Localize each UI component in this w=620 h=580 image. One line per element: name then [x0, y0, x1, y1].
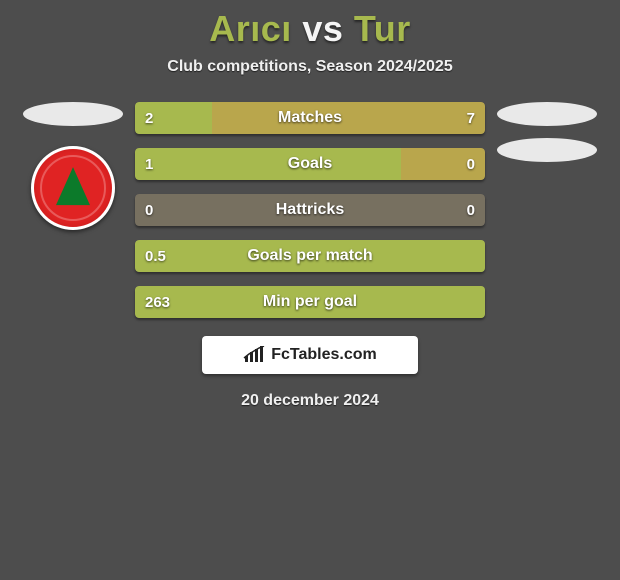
stat-fill-right	[212, 102, 485, 134]
stat-value-left: 263	[135, 286, 180, 318]
title-vs: vs	[302, 8, 343, 49]
left-player-photo	[23, 102, 123, 126]
comparison-grid: 27Matches10Goals00Hattricks0.5Goals per …	[0, 102, 620, 318]
stat-row: 27Matches	[135, 102, 485, 134]
date-text: 20 december 2024	[0, 392, 620, 410]
stat-value-right: 0	[457, 194, 485, 226]
stat-value-right	[465, 240, 485, 272]
right-player-col	[497, 102, 597, 318]
stat-value-right	[465, 286, 485, 318]
stat-row: 0.5Goals per match	[135, 240, 485, 272]
page-title: Arıcı vs Tur	[0, 0, 620, 50]
stat-row: 10Goals	[135, 148, 485, 180]
stat-value-left: 2	[135, 102, 163, 134]
bar-chart-icon	[243, 346, 265, 364]
subtitle: Club competitions, Season 2024/2025	[0, 58, 620, 76]
stat-value-left: 0.5	[135, 240, 176, 272]
title-player-left: Arıcı	[209, 8, 292, 49]
stat-fill-left	[135, 240, 485, 272]
stat-value-right: 7	[457, 102, 485, 134]
stat-value-left: 0	[135, 194, 163, 226]
stat-track	[135, 194, 485, 226]
right-club-badge-placeholder	[497, 138, 597, 162]
stat-value-left: 1	[135, 148, 163, 180]
stat-fill-left	[135, 286, 485, 318]
left-player-col	[23, 102, 123, 318]
watermark-text: FcTables.com	[271, 346, 377, 364]
stat-value-right: 0	[457, 148, 485, 180]
watermark: FcTables.com	[202, 336, 418, 374]
stat-fill-left	[135, 148, 401, 180]
stat-row: 263Min per goal	[135, 286, 485, 318]
stat-row: 00Hattricks	[135, 194, 485, 226]
stat-bars: 27Matches10Goals00Hattricks0.5Goals per …	[135, 102, 485, 318]
left-club-badge	[31, 146, 115, 230]
title-player-right: Tur	[354, 8, 411, 49]
right-player-photo	[497, 102, 597, 126]
